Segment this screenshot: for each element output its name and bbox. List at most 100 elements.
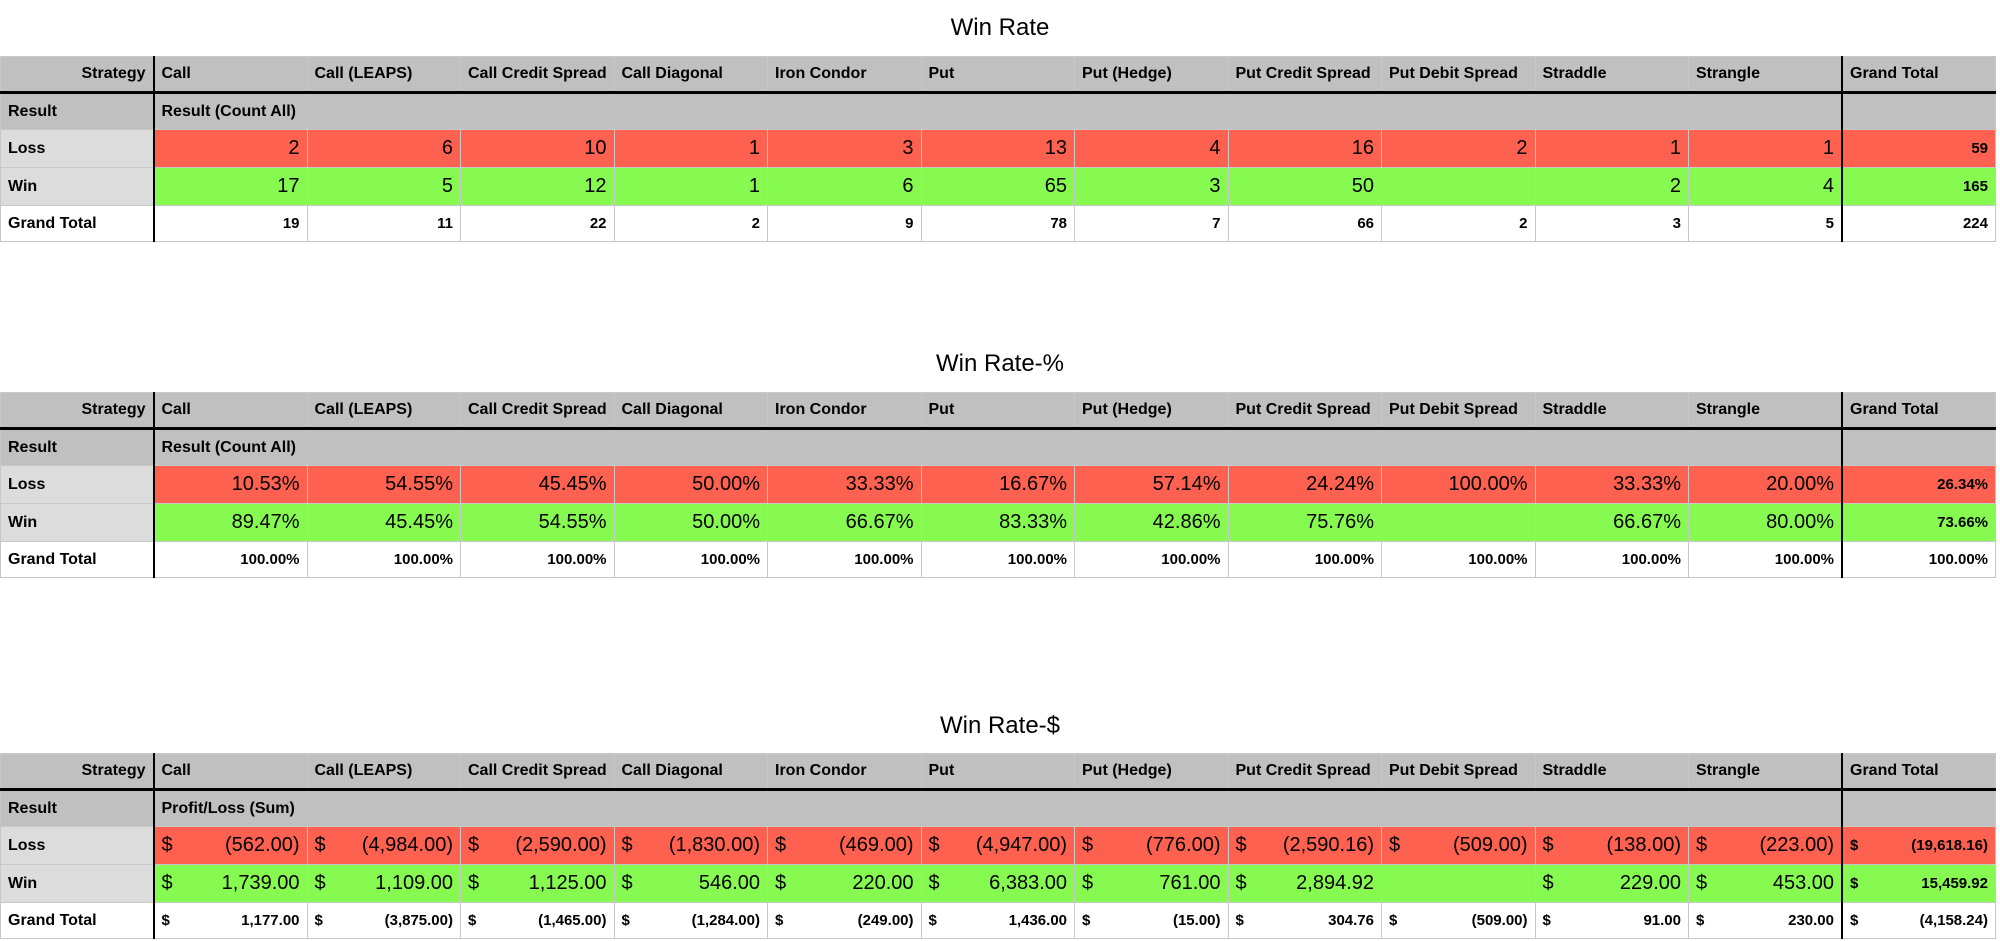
column-header: Grand Total	[1841, 392, 1996, 430]
currency: $	[1542, 872, 1554, 894]
value-cell: $ (2,590.16)	[1227, 826, 1382, 865]
value-cell: $1,109.00	[306, 864, 461, 903]
money: $220.00	[775, 872, 914, 895]
value-cell: $1,739.00	[153, 864, 308, 903]
header-row: Strategy Call Call (LEAPS) Call Credit Spre…	[0, 56, 1996, 94]
value-cell	[1381, 864, 1536, 903]
amount: 1,125.00	[528, 872, 607, 894]
value-cell: 12	[460, 167, 615, 206]
total-cell: $304.76	[1227, 902, 1382, 939]
amount: 761.00	[1159, 872, 1221, 894]
amount: (1,284.00)	[691, 912, 760, 929]
total-cell: 26.34%	[1841, 465, 1996, 504]
row-label: Win	[0, 503, 155, 542]
empty-cell	[1841, 428, 1996, 466]
column-header: Straddle	[1534, 56, 1689, 94]
amount: (1,830.00)	[668, 834, 760, 856]
currency: $	[314, 912, 323, 929]
total-cell: 100.00%	[153, 541, 308, 578]
value-cell: 54.55%	[460, 503, 615, 542]
value-cell: 80.00%	[1688, 503, 1843, 542]
row-label: Win	[0, 864, 155, 903]
money: $ (1,465.00)	[468, 912, 607, 929]
result-row: Result Result (Count All)	[0, 428, 1996, 466]
money: $ (1,830.00)	[622, 834, 761, 857]
total-cell: 66	[1227, 205, 1382, 242]
money: $230.00	[1696, 912, 1834, 929]
currency: $	[314, 872, 326, 894]
data-row: Win $1,739.00 $1,109.00 $1,125.00 $546.00 $22…	[0, 864, 1996, 903]
amount: 304.76	[1328, 912, 1374, 929]
money: $546.00	[622, 872, 761, 895]
total-cell: 100.00%	[767, 541, 922, 578]
value-cell: 16	[1227, 129, 1382, 168]
value-cell: 2	[1534, 167, 1689, 206]
data-row: Loss 2 6 10 1 3 13 4 16 2 1 1 59	[0, 129, 1996, 168]
total-cell: $230.00	[1688, 902, 1843, 939]
value-cell: $6,383.00	[920, 864, 1075, 903]
value-cell: $229.00	[1534, 864, 1689, 903]
currency: $	[621, 912, 630, 929]
money: $ (249.00)	[775, 912, 914, 929]
column-header: Put	[920, 753, 1075, 791]
column-header: Put Credit Spread	[1227, 753, 1382, 791]
column-header: Call (LEAPS)	[306, 56, 461, 94]
currency: $	[621, 872, 633, 894]
money: $ (469.00)	[775, 834, 914, 857]
amount: 453.00	[1772, 872, 1834, 894]
amount: 1,739.00	[221, 872, 300, 894]
row-label: Loss	[0, 129, 155, 168]
header-row: Strategy Call Call (LEAPS) Call Credit Spre…	[0, 753, 1996, 791]
grand-total-row: Grand Total 100.00% 100.00% 100.00% 100.00% 1…	[0, 541, 1996, 578]
column-header: Straddle	[1534, 392, 1689, 430]
value-cell: 50.00%	[613, 465, 768, 504]
pivot-table: Strategy Call Call (LEAPS) Call Credit Spre…	[0, 56, 1996, 242]
pivot-table: Strategy Call Call (LEAPS) Call Credit Spre…	[0, 392, 1996, 578]
measure-label: Result (Count All)	[153, 92, 1843, 130]
column-header: Grand Total	[1841, 753, 1996, 791]
value-cell: $ (1,830.00)	[613, 826, 768, 865]
column-header: Call (LEAPS)	[306, 753, 461, 791]
value-cell: $ (4,984.00)	[306, 826, 461, 865]
value-cell: 83.33%	[920, 503, 1075, 542]
total-cell: $ (15.00)	[1074, 902, 1229, 939]
money: $ (3,875.00)	[315, 912, 454, 929]
total-cell: 100.00%	[613, 541, 768, 578]
row-label: Grand Total	[0, 902, 155, 939]
money: $2,894.92	[1236, 872, 1375, 895]
amount: (138.00)	[1606, 834, 1682, 856]
pivot-table: Strategy Call Call (LEAPS) Call Credit Spre…	[0, 753, 1996, 939]
corner-label: Strategy	[0, 753, 155, 791]
amount: (4,158.24)	[1919, 912, 1988, 929]
money: $453.00	[1696, 872, 1834, 895]
total-cell: 5	[1688, 205, 1843, 242]
money: $ (509.00)	[1389, 834, 1528, 857]
total-cell: 78	[920, 205, 1075, 242]
total-cell: 59	[1841, 129, 1996, 168]
value-cell: 16.67%	[920, 465, 1075, 504]
column-header: Put Credit Spread	[1227, 56, 1382, 94]
value-cell: 3	[767, 129, 922, 168]
currency: $	[1850, 837, 1859, 854]
grand-total-row: Grand Total 19 11 22 2 9 78 7 66 2 3 5 224	[0, 205, 1996, 242]
value-cell: 89.47%	[153, 503, 308, 542]
value-cell: 1	[1534, 129, 1689, 168]
value-cell: 54.55%	[306, 465, 461, 504]
currency: $	[1542, 912, 1551, 929]
money: $6,383.00	[929, 872, 1068, 895]
money: $761.00	[1082, 872, 1221, 895]
value-cell: $ (562.00)	[153, 826, 308, 865]
column-header: Call Diagonal	[613, 392, 768, 430]
value-cell: $453.00	[1688, 864, 1843, 903]
column-header: Put	[920, 392, 1075, 430]
data-row: Loss 10.53% 54.55% 45.45% 50.00% 33.33% 16.67%…	[0, 465, 1996, 504]
amount: (3,875.00)	[384, 912, 453, 929]
amount: (4,947.00)	[975, 834, 1067, 856]
total-cell: 11	[306, 205, 461, 242]
column-header: Call Credit Spread	[460, 753, 615, 791]
column-header: Call	[153, 392, 308, 430]
money: $1,177.00	[162, 912, 300, 929]
value-cell: 20.00%	[1688, 465, 1843, 504]
amount: (19,618.16)	[1911, 837, 1988, 854]
value-cell: $1,125.00	[460, 864, 615, 903]
